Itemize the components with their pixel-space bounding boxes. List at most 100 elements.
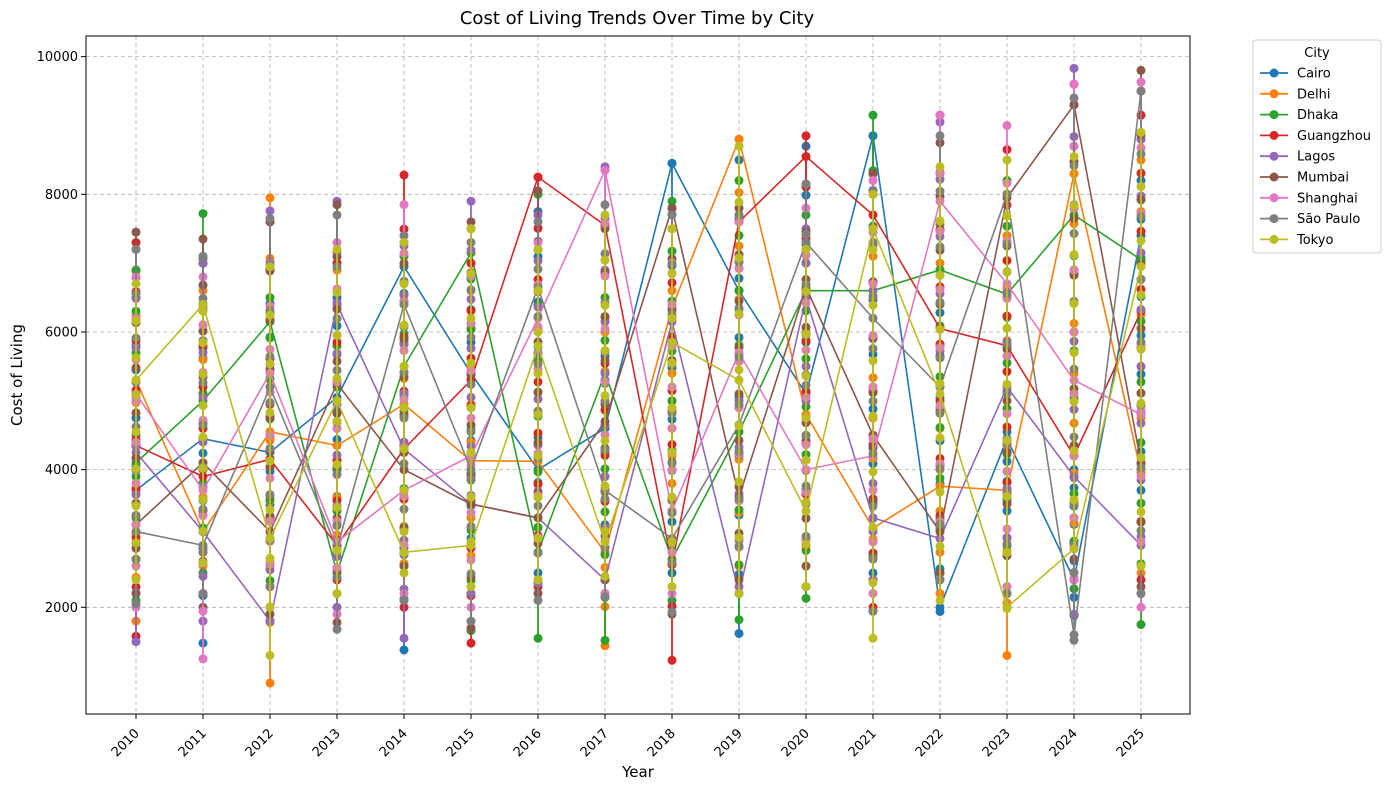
- data-point: [399, 200, 409, 210]
- data-point: [600, 200, 610, 210]
- x-tick-label: 2015: [444, 726, 478, 760]
- data-point: [131, 316, 141, 326]
- data-point: [600, 210, 610, 220]
- data-point: [868, 169, 878, 179]
- data-point: [1069, 63, 1079, 73]
- data-point: [332, 373, 342, 383]
- data-point: [1002, 650, 1012, 660]
- data-point: [399, 170, 409, 180]
- legend-marker: [1269, 214, 1279, 224]
- data-point: [667, 313, 677, 323]
- data-point: [265, 553, 275, 563]
- data-point: [600, 165, 610, 175]
- data-point: [466, 582, 476, 592]
- data-point: [734, 141, 744, 151]
- data-point: [1069, 93, 1079, 103]
- data-point: [399, 231, 409, 241]
- data-point: [533, 244, 543, 254]
- data-point: [265, 407, 275, 417]
- legend: City Cairo Delhi Dhaka Guangzhou Lagos Mumbai…: [1252, 39, 1382, 254]
- data-point: [1069, 151, 1079, 161]
- data-point: [533, 633, 543, 643]
- legend-item: São Paulo: [1260, 212, 1360, 227]
- data-point: [801, 455, 811, 465]
- data-point: [600, 391, 610, 401]
- data-point: [734, 615, 744, 625]
- data-point: [399, 320, 409, 330]
- data-point: [667, 403, 677, 413]
- data-point: [466, 403, 476, 413]
- y-tick-label: 2000: [45, 601, 78, 616]
- data-point: [667, 203, 677, 213]
- x-tick-label: 2024: [1047, 726, 1081, 760]
- data-point: [801, 131, 811, 141]
- data-point: [734, 365, 744, 375]
- data-point: [600, 255, 610, 265]
- x-tick-label: 2018: [645, 726, 679, 760]
- data-point: [1002, 491, 1012, 501]
- data-point: [198, 234, 208, 244]
- data-point: [265, 678, 275, 688]
- data-point: [935, 602, 945, 612]
- data-point: [533, 327, 543, 337]
- data-point: [801, 329, 811, 339]
- data-point: [1002, 435, 1012, 445]
- data-point: [533, 186, 543, 196]
- series-line: [135, 167, 1142, 544]
- data-point: [734, 421, 744, 431]
- data-point: [1136, 453, 1146, 463]
- data-point: [868, 110, 878, 120]
- y-tick-label: 6000: [45, 325, 78, 340]
- data-point: [935, 110, 945, 120]
- data-point: [667, 210, 677, 220]
- data-point: [1002, 602, 1012, 612]
- legend-label: Mumbai: [1297, 171, 1349, 186]
- data-point: [935, 541, 945, 551]
- legend-items: Cairo Delhi Dhaka Guangzhou Lagos Mumbai Shang…: [1260, 67, 1371, 248]
- legend-item: Guangzhou: [1260, 129, 1371, 144]
- series-line: [135, 135, 1142, 611]
- x-axis: 2010 2011 2012 2013 2014 2015 2016 2017 2018 2019…: [109, 714, 1148, 760]
- chart-title: Cost of Living Trends Over Time by City: [460, 8, 815, 29]
- data-point: [399, 633, 409, 643]
- series-s-o-paulo: [131, 86, 1146, 645]
- data-point: [801, 506, 811, 516]
- data-point: [1136, 561, 1146, 571]
- data-point: [265, 310, 275, 320]
- data-point: [533, 410, 543, 420]
- data-point: [533, 451, 543, 461]
- data-point: [734, 533, 744, 543]
- data-point: [399, 527, 409, 537]
- data-point: [466, 616, 476, 626]
- data-point: [466, 638, 476, 648]
- data-point: [533, 286, 543, 296]
- y-axis-title: Cost of Living: [8, 324, 26, 426]
- data-point: [1069, 348, 1079, 358]
- x-tick-label: 2025: [1114, 726, 1148, 760]
- data-point: [600, 436, 610, 446]
- data-point: [198, 606, 208, 616]
- data-point: [198, 338, 208, 348]
- x-tick-label: 2014: [377, 726, 411, 760]
- legend-item: Lagos: [1260, 150, 1335, 165]
- data-point: [1136, 398, 1146, 408]
- x-tick-label: 2019: [712, 726, 746, 760]
- data-point: [533, 217, 543, 227]
- data-point: [399, 568, 409, 578]
- data-point: [198, 654, 208, 664]
- legend-label: Dhaka: [1297, 108, 1338, 123]
- data-point: [332, 396, 342, 406]
- data-point: [600, 300, 610, 310]
- data-point: [533, 368, 543, 378]
- data-point: [198, 401, 208, 411]
- data-point: [198, 251, 208, 261]
- data-point: [868, 356, 878, 366]
- data-point: [332, 589, 342, 599]
- x-tick-label: 2020: [779, 726, 813, 760]
- data-point: [868, 176, 878, 186]
- data-point: [801, 413, 811, 423]
- data-point: [131, 244, 141, 254]
- data-point: [801, 229, 811, 239]
- data-point: [868, 189, 878, 199]
- data-point: [935, 162, 945, 172]
